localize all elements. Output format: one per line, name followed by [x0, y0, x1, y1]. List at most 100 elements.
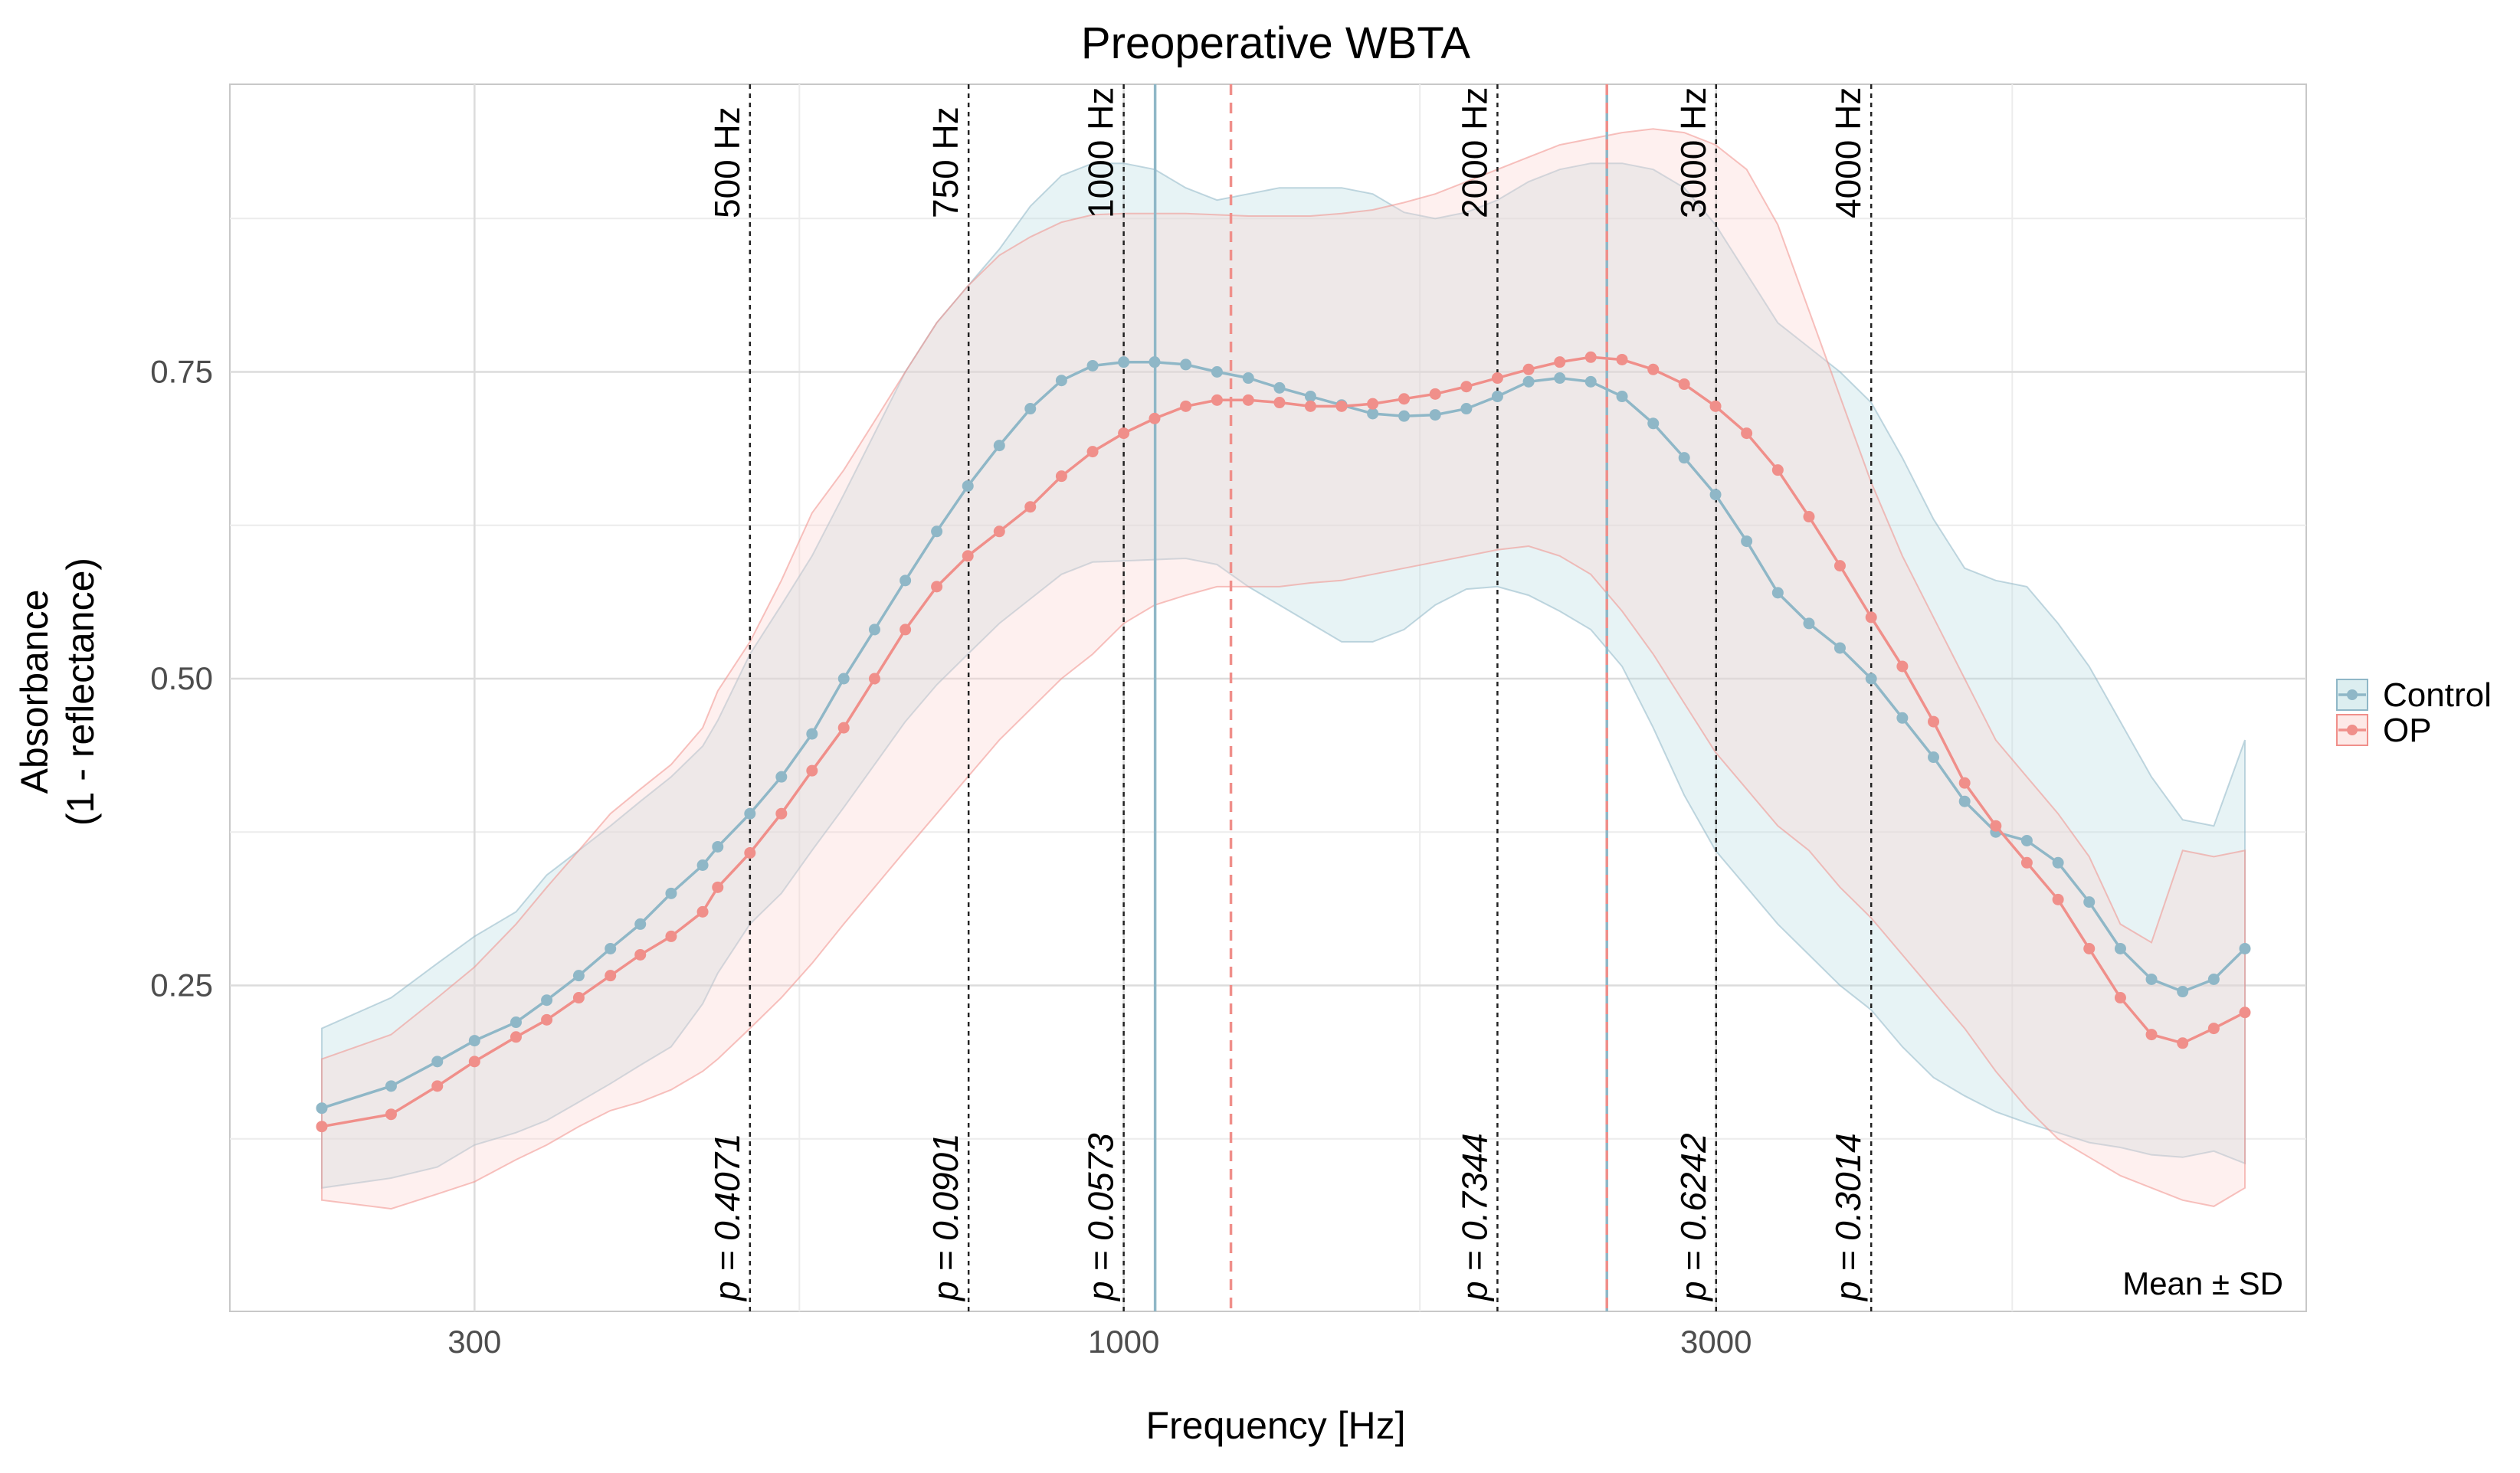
point-control-7551 — [2207, 973, 2220, 985]
point-op-530 — [775, 807, 788, 820]
point-control-2520 — [1616, 391, 1628, 403]
x-tick-label-1000: 1000 — [1088, 1324, 1159, 1360]
point-control-841 — [1024, 403, 1037, 415]
freq-label-2000: 2000 Hz — [1454, 87, 1494, 218]
plot-panel — [229, 83, 2307, 1312]
point-op-1335 — [1273, 397, 1286, 409]
point-op-2997 — [1709, 400, 1722, 412]
point-control-667 — [900, 574, 912, 587]
point-control-1000 — [1118, 356, 1130, 368]
point-op-8000 — [2239, 1007, 2251, 1019]
point-op-1782 — [1429, 388, 1441, 400]
point-control-1782 — [1429, 409, 1441, 421]
point-control-432 — [665, 887, 677, 899]
point-control-364 — [572, 970, 585, 982]
y-tick-label-1: 0.50 — [150, 660, 213, 696]
x-tick-label-3000: 3000 — [1680, 1324, 1752, 1360]
point-op-1059 — [1149, 412, 1161, 424]
point-op-5339 — [2020, 856, 2033, 869]
point-op-3775 — [1833, 560, 1846, 572]
point-control-1682 — [1398, 410, 1411, 422]
point-op-471 — [712, 881, 724, 893]
point-control-6727 — [2145, 973, 2158, 985]
point-control-5339 — [2020, 834, 2033, 846]
chart-title: Preoperative WBTA — [1081, 18, 1471, 68]
point-op-561 — [806, 764, 818, 777]
point-op-667 — [900, 624, 912, 636]
point-control-8000 — [2239, 942, 2251, 954]
point-op-7127 — [2177, 1037, 2189, 1049]
point-control-4238 — [1896, 712, 1909, 724]
point-op-2520 — [1616, 353, 1628, 365]
point-control-595 — [837, 673, 850, 685]
point-control-530 — [775, 771, 788, 783]
point-op-7551 — [2207, 1023, 2220, 1035]
freq-label-3000: 3000 Hz — [1673, 87, 1713, 218]
point-control-226 — [316, 1102, 328, 1115]
point-op-1888 — [1460, 381, 1473, 393]
point-op-3364 — [1771, 464, 1784, 476]
point-op-1122 — [1180, 400, 1192, 412]
point-op-4000 — [1865, 611, 1877, 624]
point-control-1335 — [1273, 381, 1286, 394]
point-control-3564 — [1803, 617, 1815, 630]
point-op-500 — [744, 846, 756, 859]
pvalue-label-1000: p = 0.0573 — [1081, 1133, 1121, 1302]
point-control-5993 — [2083, 896, 2096, 908]
point-op-2245 — [1554, 356, 1566, 368]
sd-band-op — [321, 128, 2246, 1210]
point-control-300 — [468, 1035, 480, 1047]
legend-point-op — [2347, 725, 2358, 735]
point-control-2119 — [1522, 375, 1535, 388]
point-control-794 — [993, 440, 1005, 452]
point-op-300 — [468, 1056, 480, 1068]
point-op-1498 — [1335, 400, 1348, 412]
pvalue-label-3000: p = 0.6242 — [1673, 1133, 1713, 1302]
point-control-1587 — [1367, 408, 1379, 420]
point-op-324 — [510, 1031, 522, 1043]
pvalue-label-4000: p = 0.3014 — [1828, 1133, 1868, 1302]
point-control-6350 — [2114, 942, 2126, 954]
point-op-226 — [316, 1121, 328, 1133]
point-op-1189 — [1211, 394, 1223, 406]
point-op-364 — [572, 992, 585, 1004]
point-op-257 — [385, 1108, 397, 1121]
pvalue-label-750: p = 0.0901 — [926, 1133, 965, 1302]
point-control-500 — [744, 807, 756, 820]
point-op-1682 — [1398, 393, 1411, 405]
point-op-6727 — [2145, 1029, 2158, 1041]
point-control-707 — [931, 525, 943, 538]
point-op-630 — [868, 673, 880, 685]
point-control-2245 — [1554, 372, 1566, 385]
point-op-794 — [993, 525, 1005, 538]
point-op-841 — [1024, 501, 1037, 513]
point-op-2378 — [1584, 351, 1597, 363]
point-control-944 — [1086, 359, 1099, 372]
freq-label-4000: 4000 Hz — [1828, 87, 1868, 218]
point-control-471 — [712, 840, 724, 853]
point-control-630 — [868, 624, 880, 636]
point-op-1260 — [1242, 394, 1254, 406]
point-control-408 — [634, 918, 647, 930]
point-op-5040 — [1990, 820, 2002, 832]
pvalue-label-2000: p = 0.7344 — [1454, 1133, 1494, 1302]
point-control-1122 — [1180, 358, 1192, 371]
legend-point-control — [2347, 689, 2358, 700]
point-control-891 — [1055, 375, 1067, 387]
point-op-386 — [605, 970, 617, 982]
point-op-2828 — [1678, 378, 1690, 391]
point-op-2119 — [1522, 363, 1535, 375]
pvalue-label-500: p = 0.4071 — [707, 1133, 747, 1302]
y-tick-label-0: 0.25 — [150, 967, 213, 1003]
point-op-944 — [1086, 446, 1099, 458]
freq-label-750: 750 Hz — [926, 106, 965, 218]
mean-sd-annotation: Mean ± SD — [2122, 1265, 2283, 1301]
point-op-408 — [634, 948, 647, 961]
point-op-280 — [431, 1080, 444, 1092]
point-op-707 — [931, 581, 943, 593]
point-op-1414 — [1304, 400, 1316, 412]
point-control-1260 — [1242, 372, 1254, 385]
point-op-1587 — [1367, 398, 1379, 410]
point-control-5657 — [2052, 856, 2064, 869]
